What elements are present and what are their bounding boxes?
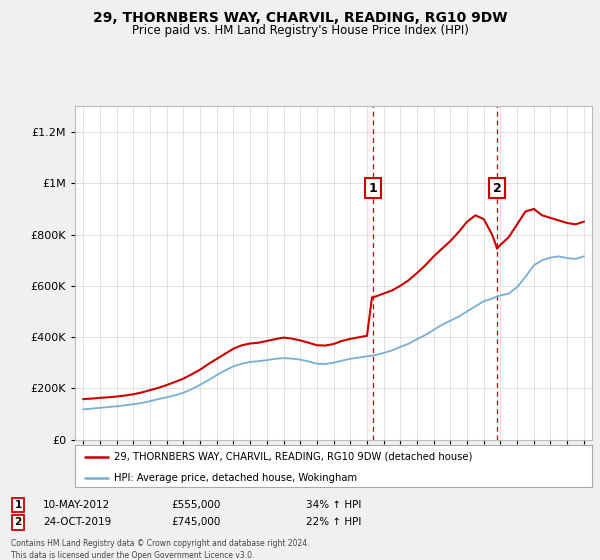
Text: HPI: Average price, detached house, Wokingham: HPI: Average price, detached house, Woki… — [114, 473, 357, 483]
Text: £745,000: £745,000 — [171, 517, 220, 528]
Text: 24-OCT-2019: 24-OCT-2019 — [43, 517, 112, 528]
Text: 10-MAY-2012: 10-MAY-2012 — [43, 500, 110, 510]
Text: £555,000: £555,000 — [171, 500, 220, 510]
Text: 29, THORNBERS WAY, CHARVIL, READING, RG10 9DW (detached house): 29, THORNBERS WAY, CHARVIL, READING, RG1… — [114, 451, 472, 461]
Text: 2: 2 — [14, 517, 22, 528]
Text: 2: 2 — [493, 182, 502, 195]
Text: 1: 1 — [368, 182, 377, 195]
Text: 29, THORNBERS WAY, CHARVIL, READING, RG10 9DW: 29, THORNBERS WAY, CHARVIL, READING, RG1… — [93, 11, 507, 25]
Text: Price paid vs. HM Land Registry's House Price Index (HPI): Price paid vs. HM Land Registry's House … — [131, 24, 469, 36]
Text: Contains HM Land Registry data © Crown copyright and database right 2024.
This d: Contains HM Land Registry data © Crown c… — [11, 539, 310, 559]
Text: 1: 1 — [14, 500, 22, 510]
Text: 34% ↑ HPI: 34% ↑ HPI — [306, 500, 361, 510]
Text: 22% ↑ HPI: 22% ↑ HPI — [306, 517, 361, 528]
